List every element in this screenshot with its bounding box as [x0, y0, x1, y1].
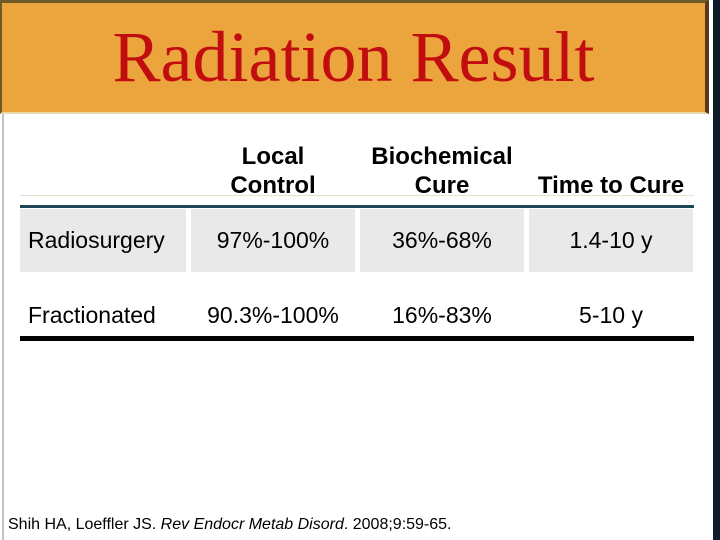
table-row-fractionated: Fractionated 90.3%-100% 16%-83% 5-10 y [20, 284, 694, 347]
citation: Shih HA, Loeffler JS. Rev Endocr Metab D… [8, 516, 452, 534]
header-local-control: Local Control [191, 142, 355, 200]
header-time-to-cure: Time to Cure [529, 171, 693, 200]
header-biochemical-cure: Biochemical Cure [360, 142, 524, 200]
cell-time-to-cure: 1.4-10 y [529, 209, 693, 272]
cell-biochemical-cure: 36%-68% [360, 209, 524, 272]
header-underline-rule [20, 205, 694, 208]
row-label: Radiosurgery [20, 209, 186, 272]
right-edge-bar [713, 0, 720, 540]
table-header-row: Local Control Biochemical Cure Time to C… [20, 138, 694, 200]
radiation-results-table: Local Control Biochemical Cure Time to C… [20, 138, 694, 348]
citation-journal: Rev Endocr Metab Disord [160, 516, 344, 533]
citation-tail: . 2008;9:59-65. [343, 516, 452, 533]
content-left-border [2, 114, 4, 540]
row-label: Fractionated [28, 302, 156, 328]
header-local-control-line1: Local [241, 143, 305, 170]
citation-authors: Shih HA, Loeffler JS. [8, 516, 161, 533]
header-biochemical-cure-line1: Biochemical [371, 143, 513, 170]
table-row-radiosurgery: Radiosurgery 97%-100% 36%-68% 1.4-10 y [20, 209, 694, 272]
cell-local-control: 90.3%-100% [207, 302, 339, 328]
cell-local-control: 97%-100% [191, 209, 355, 272]
table-bottom-rule [20, 336, 694, 341]
header-local-control-line2: Control [230, 172, 316, 199]
cell-biochemical-cure: 16%-83% [392, 302, 492, 328]
title-banner: Radiation Result [0, 0, 709, 114]
cell-time-to-cure: 5-10 y [579, 302, 643, 328]
header-baseline-rule [20, 195, 694, 196]
header-biochemical-cure-line2: Cure [414, 172, 470, 199]
slide-title: Radiation Result [112, 17, 595, 97]
header-time-to-cure-line1: Time to Cure [537, 172, 685, 199]
